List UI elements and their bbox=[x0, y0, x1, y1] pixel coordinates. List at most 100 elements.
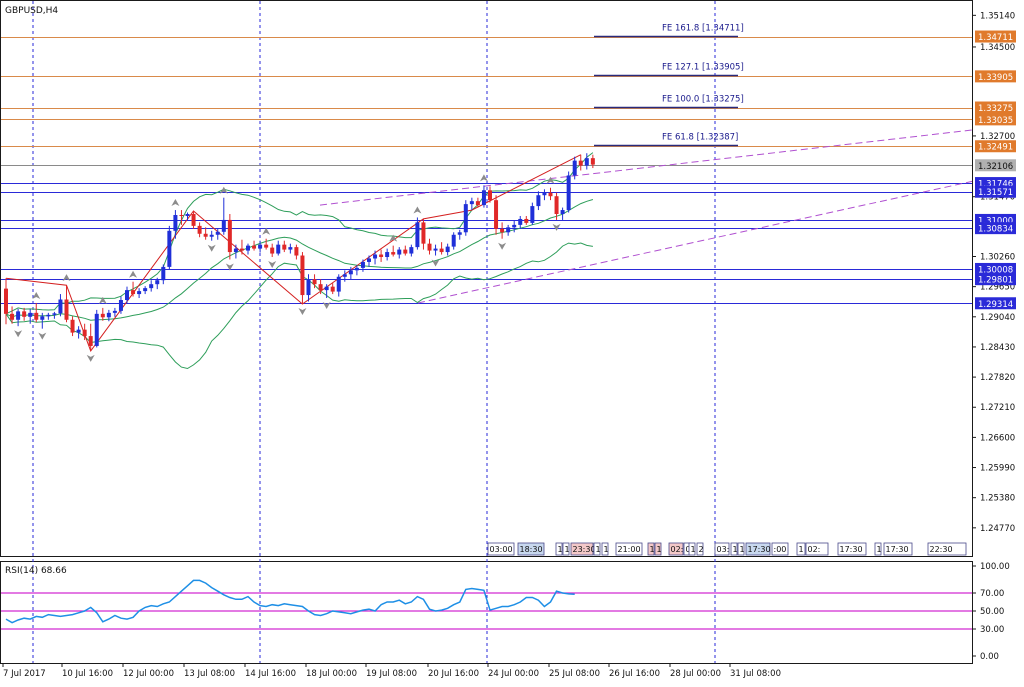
candle-bear bbox=[318, 284, 323, 291]
time-stamp-box bbox=[487, 542, 515, 556]
time-stamp-box bbox=[805, 542, 829, 556]
fractal-up bbox=[32, 291, 41, 299]
candle-bull bbox=[572, 160, 577, 176]
price-tick-label: 1.32700 bbox=[980, 132, 1015, 142]
rsi-tick-label: 30.00 bbox=[980, 625, 1004, 635]
candle-bear bbox=[403, 249, 408, 254]
candle-bear bbox=[203, 233, 208, 237]
zigzag-line bbox=[5, 154, 582, 352]
price-tag bbox=[975, 101, 1016, 114]
price-tag-label: 1.33905 bbox=[978, 73, 1013, 83]
price-tick-label: 1.25380 bbox=[980, 494, 1015, 504]
time-tick-label: 26 Jul 16:00 bbox=[609, 669, 660, 679]
time-stamp-box bbox=[517, 542, 545, 556]
candle-bull bbox=[173, 214, 178, 231]
candle-bull bbox=[28, 312, 33, 317]
trend-channel bbox=[319, 129, 973, 304]
candle-bear bbox=[379, 254, 384, 258]
price-tag-label: 1.33035 bbox=[978, 116, 1013, 126]
price-tag-label: 1.32106 bbox=[978, 162, 1013, 172]
time-stamp-label: 17:30 bbox=[748, 545, 771, 554]
price-tag bbox=[975, 30, 1016, 43]
candle-bull bbox=[221, 219, 226, 232]
candle-bull bbox=[566, 175, 571, 211]
zigzag bbox=[5, 154, 582, 352]
fractal-down bbox=[38, 332, 47, 340]
time-stamp-label: 17:30 bbox=[840, 545, 863, 554]
price-tag-label: 1.29314 bbox=[978, 300, 1013, 310]
fractal-down bbox=[498, 242, 507, 250]
rsi-tick-label: 70.00 bbox=[980, 589, 1004, 599]
price-tick-label: 1.28430 bbox=[980, 343, 1015, 353]
fractal-up bbox=[129, 270, 138, 278]
time-stamp-box bbox=[883, 542, 913, 556]
rsi-line bbox=[5, 579, 575, 624]
time-stamp-label: 17:30 bbox=[886, 545, 909, 554]
candle-bull bbox=[445, 246, 450, 253]
fractal-down bbox=[322, 302, 331, 310]
price-tag bbox=[975, 159, 1016, 172]
candle-bear bbox=[294, 247, 299, 256]
candle-bull bbox=[106, 312, 111, 318]
candle-bear bbox=[227, 219, 232, 253]
candle-bear bbox=[70, 319, 75, 333]
time-stamp-label: 21:00 bbox=[618, 545, 641, 554]
time-stamp-box bbox=[696, 542, 704, 556]
time-tick-label: 10 Jul 16:00 bbox=[62, 669, 113, 679]
candle-bear bbox=[554, 196, 559, 215]
candle-bull bbox=[367, 258, 371, 262]
rsi-tick-label: 50.00 bbox=[980, 607, 1004, 617]
time-stamp-label: 22:30 bbox=[930, 545, 953, 554]
candle-bull bbox=[324, 286, 329, 291]
time-stamp-box bbox=[668, 542, 684, 556]
time-stamp-label: 1 bbox=[657, 545, 662, 554]
price-tag bbox=[975, 140, 1016, 153]
time-tick-label: 14 Jul 16:00 bbox=[245, 669, 296, 679]
candle-bear bbox=[179, 214, 184, 216]
candle-bear bbox=[264, 244, 269, 248]
candle-bull bbox=[149, 284, 154, 289]
price-tick-label: 1.34500 bbox=[980, 43, 1015, 53]
candle-bear bbox=[578, 160, 583, 166]
price-tick-label: 1.27210 bbox=[980, 403, 1015, 413]
price-tag-label: 1.34711 bbox=[978, 33, 1013, 43]
price-tick-label: 1.24770 bbox=[980, 524, 1015, 534]
fibonacci-label: FE 61.8 [1.32387] bbox=[662, 133, 738, 143]
rsi-tick-label: 0.00 bbox=[980, 652, 999, 662]
price-tick-label: 1.29650 bbox=[980, 283, 1015, 293]
rsi-tick-label: 100.00 bbox=[980, 562, 1010, 572]
price-tick-label: 1.29040 bbox=[980, 313, 1015, 323]
fractal-down bbox=[268, 261, 277, 269]
time-stamp-box bbox=[654, 542, 662, 556]
candle-bull bbox=[258, 244, 263, 249]
fractal-down bbox=[14, 330, 23, 338]
fractal-up bbox=[98, 296, 107, 304]
time-stamp-label: 03: bbox=[717, 545, 730, 554]
candle-bear bbox=[500, 228, 505, 233]
fibonacci-label: FE 127.1 [1.33905] bbox=[662, 63, 744, 73]
candle-bear bbox=[88, 336, 93, 346]
candle-bull bbox=[52, 313, 57, 315]
candle-bear bbox=[64, 299, 69, 320]
price-tick-label: 1.35140 bbox=[980, 11, 1015, 21]
price-tag-label: 1.29801 bbox=[978, 276, 1013, 286]
time-stamp-box bbox=[927, 542, 967, 556]
time-stamp-label: 1 bbox=[650, 545, 655, 554]
rsi-frame bbox=[0, 561, 973, 664]
time-tick-label: 24 Jul 00:00 bbox=[488, 669, 539, 679]
candle-bear bbox=[252, 245, 257, 249]
time-stamp-label: :00 bbox=[774, 545, 787, 554]
candle-bull bbox=[125, 290, 129, 300]
time-stamp-label: 1 bbox=[604, 545, 609, 554]
time-stamp-label: 1 bbox=[691, 545, 696, 554]
time-stamp-label: 1 bbox=[558, 545, 563, 554]
candle-bear bbox=[427, 243, 432, 251]
time-stamp-label: 0 bbox=[686, 545, 691, 554]
time-stamp-box bbox=[688, 542, 696, 556]
time-stamp-box bbox=[714, 542, 730, 556]
candle-bull bbox=[40, 316, 45, 320]
candle-bull bbox=[360, 261, 365, 268]
time-stamp-box bbox=[837, 542, 867, 556]
fractal-down bbox=[298, 307, 307, 315]
